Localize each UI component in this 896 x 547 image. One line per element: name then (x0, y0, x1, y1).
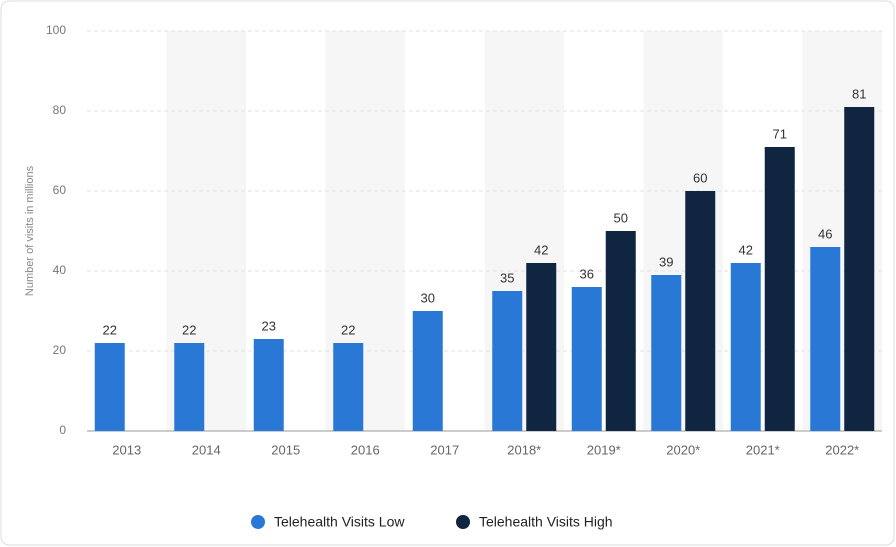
data-label: 60 (693, 170, 707, 185)
y-tick-label: 100 (46, 23, 66, 37)
bar (571, 287, 602, 431)
legend-label: Telehealth Visits High (479, 514, 613, 530)
data-label: 42 (534, 242, 548, 257)
data-label: 71 (773, 126, 787, 141)
bar (526, 263, 557, 431)
data-label: 30 (421, 290, 435, 305)
bar (730, 263, 761, 431)
y-tick-label: 20 (53, 343, 67, 357)
bar (844, 107, 875, 431)
bar (333, 343, 364, 431)
x-tick-label: 2014 (192, 442, 221, 457)
y-tick-label: 40 (53, 263, 67, 277)
bar (685, 191, 716, 431)
bar (764, 147, 795, 431)
data-label: 36 (580, 266, 594, 281)
bar (253, 339, 284, 431)
bar (810, 247, 841, 431)
y-tick-label: 0 (59, 423, 66, 437)
x-tick-label: 2022* (825, 442, 859, 457)
x-tick-label: 2019* (587, 442, 621, 457)
legend-marker (456, 515, 470, 529)
bar (492, 291, 523, 431)
bar (605, 231, 636, 431)
x-tick-label: 2018* (507, 442, 541, 457)
bar (412, 311, 443, 431)
data-label: 39 (659, 254, 673, 269)
x-tick-label: 2013 (112, 442, 141, 457)
y-axis-title: Number of visits in millions (24, 165, 36, 296)
x-tick-label: 2020* (666, 442, 700, 457)
data-label: 22 (182, 322, 196, 337)
legend-label: Telehealth Visits Low (274, 514, 405, 530)
bar (174, 343, 205, 431)
bar (651, 275, 682, 431)
data-label: 23 (262, 318, 276, 333)
data-label: 42 (739, 242, 753, 257)
data-label: 81 (852, 86, 866, 101)
x-tick-label: 2016 (351, 442, 380, 457)
data-label: 35 (500, 270, 514, 285)
data-label: 50 (614, 210, 628, 225)
y-tick-label: 80 (53, 103, 67, 117)
x-tick-label: 2015 (271, 442, 300, 457)
y-tick-label: 60 (53, 183, 67, 197)
bar (94, 343, 125, 431)
data-label: 22 (341, 322, 355, 337)
legend-marker (251, 515, 265, 529)
x-tick-label: 2017 (430, 442, 459, 457)
x-tick-label: 2021* (746, 442, 780, 457)
data-label: 22 (103, 322, 117, 337)
data-label: 46 (818, 226, 832, 241)
